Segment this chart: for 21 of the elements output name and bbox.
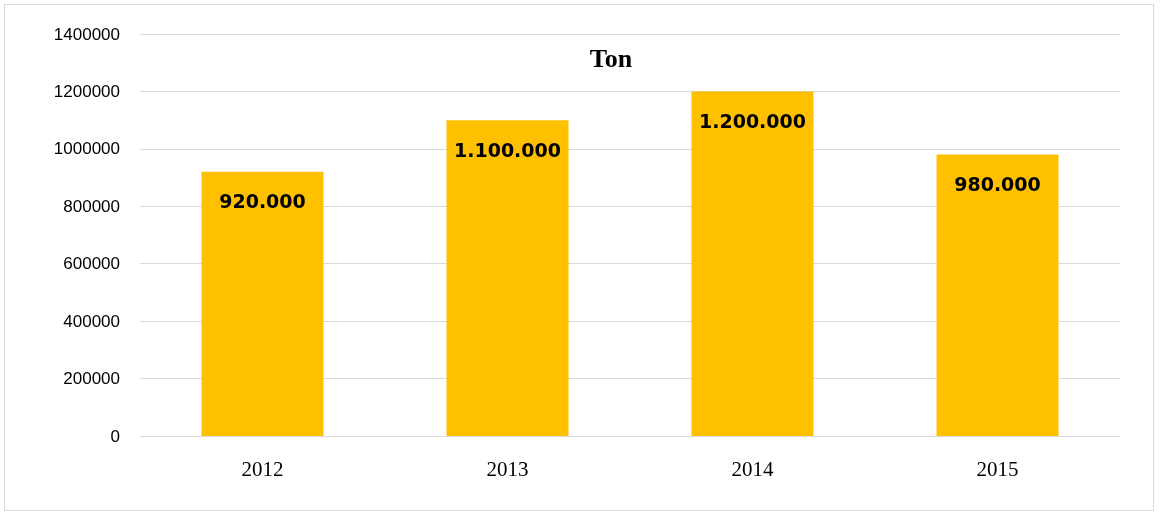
y-tick-label: 1200000 bbox=[53, 81, 120, 101]
x-tick-label: 2012 bbox=[241, 456, 284, 481]
y-tick-label: 1400000 bbox=[53, 24, 120, 44]
bar bbox=[446, 120, 569, 436]
y-tick-label: 400000 bbox=[63, 311, 120, 331]
data-label: 920.000 bbox=[219, 190, 306, 213]
bar bbox=[691, 91, 814, 436]
y-tick-label: 200000 bbox=[63, 369, 120, 389]
data-label: 980.000 bbox=[954, 173, 1041, 196]
bar bbox=[936, 154, 1059, 436]
data-label: 1.100.000 bbox=[454, 138, 561, 161]
x-tick-label: 2013 bbox=[486, 456, 529, 481]
y-tick-label: 0 bbox=[110, 426, 120, 446]
x-tick-label: 2014 bbox=[731, 456, 774, 481]
y-tick-label: 800000 bbox=[63, 196, 120, 216]
y-tick-label: 1000000 bbox=[53, 139, 120, 159]
x-tick-label: 2015 bbox=[976, 456, 1019, 481]
bar bbox=[201, 171, 324, 436]
chart-title: Ton bbox=[589, 43, 633, 73]
y-tick-label: 600000 bbox=[63, 254, 120, 274]
data-label: 1.200.000 bbox=[699, 109, 806, 132]
